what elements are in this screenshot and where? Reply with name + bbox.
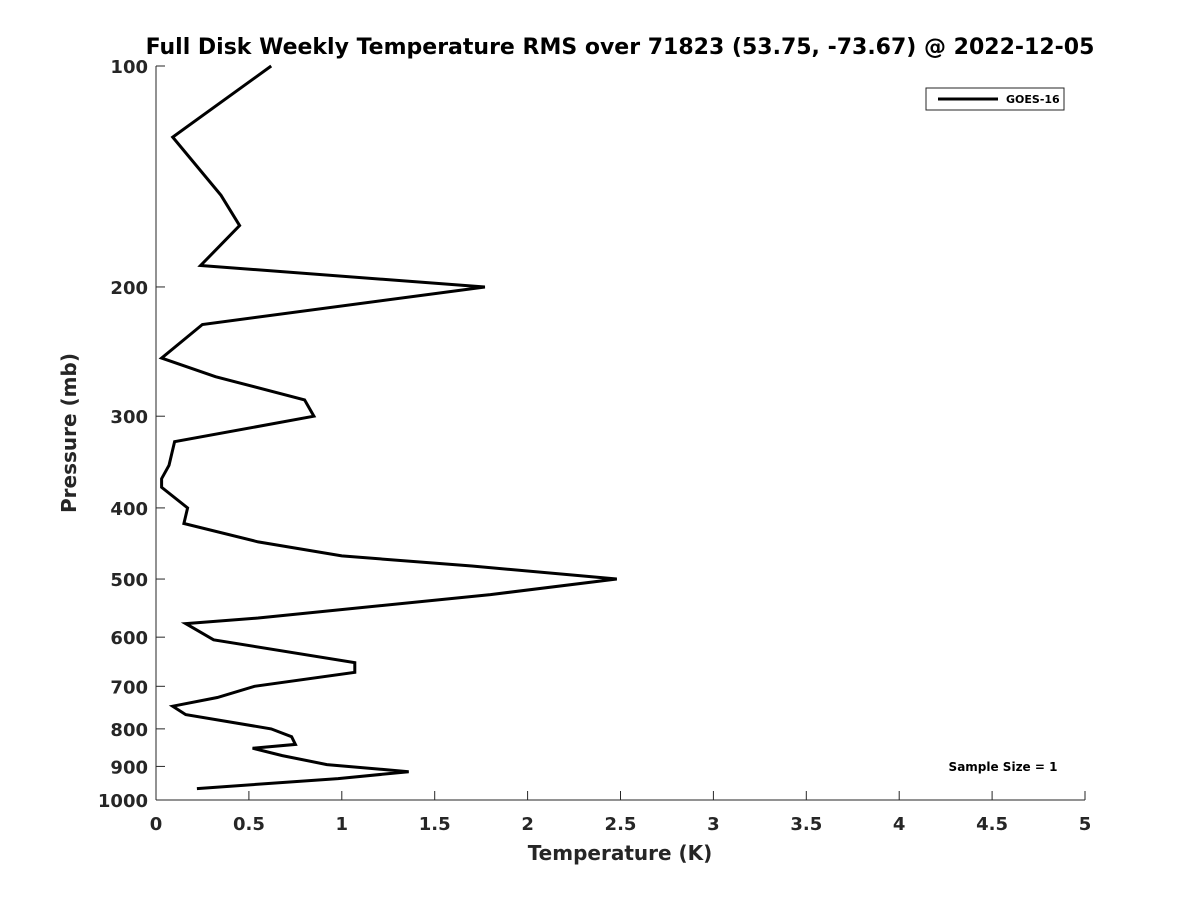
- x-tick-label: 4.5: [976, 814, 1008, 835]
- x-tick-label: 0: [150, 814, 163, 835]
- x-tick-label: 4: [893, 814, 906, 835]
- y-tick-label: 200: [110, 278, 148, 299]
- y-tick-label: 500: [110, 570, 148, 591]
- y-tick-label: 300: [110, 407, 148, 428]
- x-tick-label: 2: [521, 814, 534, 835]
- x-axis-ticks: 0 0.5 1 1.5 2 2.5 3 3.5 4 4.5 5: [150, 791, 1092, 835]
- y-tick-label: 400: [110, 499, 148, 520]
- y-tick-label: 1000: [98, 791, 148, 812]
- x-tick-label: 1.5: [419, 814, 451, 835]
- y-tick-label: 100: [110, 57, 148, 78]
- x-tick-label: 3.5: [790, 814, 822, 835]
- x-tick-label: 2.5: [605, 814, 637, 835]
- y-tick-label: 600: [110, 628, 148, 649]
- y-tick-label: 700: [110, 677, 148, 698]
- legend-label: GOES-16: [1006, 93, 1060, 106]
- plot-axes: [155, 66, 1085, 801]
- legend: GOES-16: [925, 87, 1065, 111]
- y-tick-label: 800: [110, 720, 148, 741]
- series-line-goes-16: [158, 64, 617, 791]
- x-tick-label: 5: [1079, 814, 1092, 835]
- y-axis-label: Pressure (mb): [57, 353, 81, 513]
- x-tick-label: 3: [707, 814, 720, 835]
- y-tick-label: 900: [110, 757, 148, 778]
- x-axis-label: Temperature (K): [528, 841, 713, 865]
- x-tick-label: 1: [336, 814, 349, 835]
- sample-size-annotation: Sample Size = 1: [949, 760, 1058, 774]
- series-layer: [158, 64, 617, 791]
- y-axis-ticks: 100 200 300 400 500 600 700 800 900 1000: [98, 57, 165, 812]
- chart-title: Full Disk Weekly Temperature RMS over 71…: [146, 35, 1095, 60]
- x-tick-label: 0.5: [233, 814, 265, 835]
